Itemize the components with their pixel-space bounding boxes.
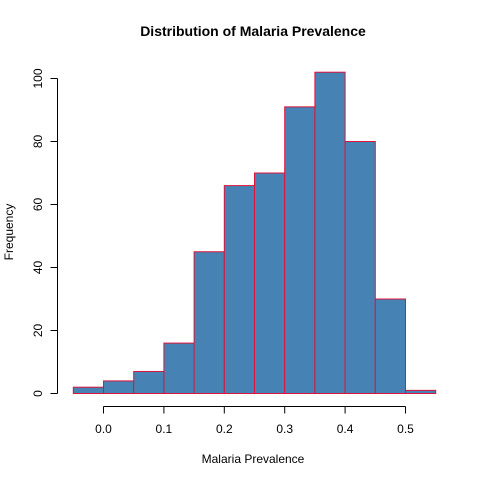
x-axis: 0.0 0.1 0.2 0.3 0.4 0.5	[95, 406, 414, 436]
y-tick-label: 60	[31, 198, 45, 212]
y-tick-label: 20	[31, 324, 45, 338]
x-tick-label: 0.1	[156, 422, 173, 436]
y-tick-label: 40	[31, 261, 45, 275]
x-tick-label: 0.5	[397, 422, 414, 436]
histogram-bar	[314, 71, 346, 394]
histogram-bars	[72, 71, 437, 395]
y-tick-label: 100	[31, 68, 45, 88]
histogram-bar	[133, 370, 165, 395]
y-axis-label: Frequency	[2, 204, 16, 261]
histogram-bar	[163, 342, 195, 395]
y-axis: 0 20 40 60 80 100	[31, 68, 58, 397]
y-tick-label: 0	[31, 390, 45, 397]
histogram-bar	[193, 251, 225, 394]
histogram-bar	[223, 185, 256, 394]
x-axis-label: Malaria Prevalence	[202, 452, 305, 466]
x-tick-label: 0.4	[337, 422, 354, 436]
x-tick-label: 0.3	[276, 422, 293, 436]
y-tick-label: 80	[31, 135, 45, 149]
histogram-bar	[72, 386, 105, 395]
histogram-bar	[344, 141, 376, 394]
chart-title: Distribution of Malaria Prevalence	[140, 23, 366, 39]
histogram-bar	[405, 389, 437, 395]
histogram-bar	[254, 172, 286, 394]
histogram-bar	[374, 298, 406, 394]
histogram-bar	[103, 380, 135, 394]
x-tick-label: 0.0	[95, 422, 112, 436]
histogram-bar	[284, 106, 316, 394]
x-tick-label: 0.2	[216, 422, 233, 436]
